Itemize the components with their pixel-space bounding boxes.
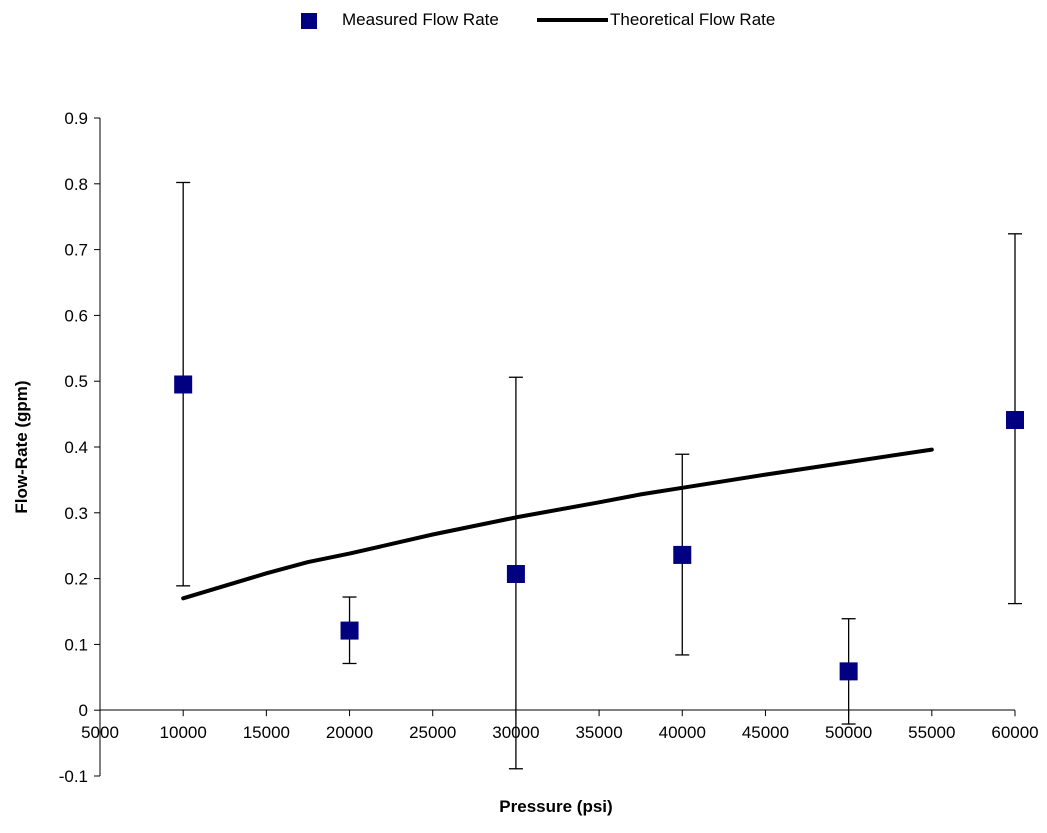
measured-point: [506, 564, 525, 583]
x-tick-label: 20000: [326, 723, 373, 742]
x-tick-label: 55000: [908, 723, 955, 742]
y-tick-label: 0.8: [64, 175, 88, 194]
series-theoretical: [181, 447, 934, 601]
measured-point: [1006, 411, 1024, 430]
x-axis-ticks: 5000 10000 15000 20000 25000 30000 35000 40000 4…: [81, 710, 1039, 742]
y-tick-label: 0.9: [64, 109, 88, 128]
y-tick-label: 0.3: [64, 504, 88, 523]
measured-point: [839, 662, 858, 681]
y-tick-label: 0.6: [64, 306, 88, 325]
measured-point: [673, 545, 692, 564]
measured-point: [340, 621, 359, 640]
x-axis-title: Pressure (psi): [499, 797, 612, 816]
x-tick-label: 15000: [243, 723, 290, 742]
y-axis-ticks: -0.1 0 0.1 0.2 0.3 0.4 0.5 0.6 0.7 0.8 0.9: [59, 109, 100, 786]
y-tick-label: 0.1: [64, 635, 88, 654]
x-tick-label: 10000: [160, 723, 207, 742]
y-tick-label: 0.7: [64, 241, 88, 260]
legend-label-theoretical: Theoretical Flow Rate: [610, 10, 775, 29]
y-tick-label: 0: [79, 701, 88, 720]
x-tick-label: 40000: [659, 723, 706, 742]
legend: Measured Flow Rate Theoretical Flow Rate: [301, 10, 775, 29]
y-tick-label: 0.2: [64, 570, 88, 589]
y-tick-label: -0.1: [59, 767, 88, 786]
axes: -0.1 0 0.1 0.2 0.3 0.4 0.5 0.6 0.7 0.8 0.9 5000 100…: [59, 109, 1039, 786]
measured-point: [174, 375, 193, 394]
x-tick-label: 25000: [409, 723, 456, 742]
series-measured: [174, 375, 1024, 681]
x-tick-label: 50000: [825, 723, 872, 742]
y-tick-label: 0.4: [64, 438, 88, 457]
y-tick-label: 0.5: [64, 372, 88, 391]
x-tick-label: 35000: [575, 723, 622, 742]
legend-marker-measured: [301, 13, 317, 29]
error-bars: [176, 181, 1022, 770]
y-axis-title: Flow-Rate (gpm): [12, 380, 31, 513]
x-tick-label: 45000: [742, 723, 789, 742]
x-tick-label: 60000: [991, 723, 1038, 742]
legend-label-measured: Measured Flow Rate: [342, 10, 499, 29]
x-tick-label: 5000: [81, 723, 119, 742]
theoretical-flow-line: [181, 447, 934, 601]
